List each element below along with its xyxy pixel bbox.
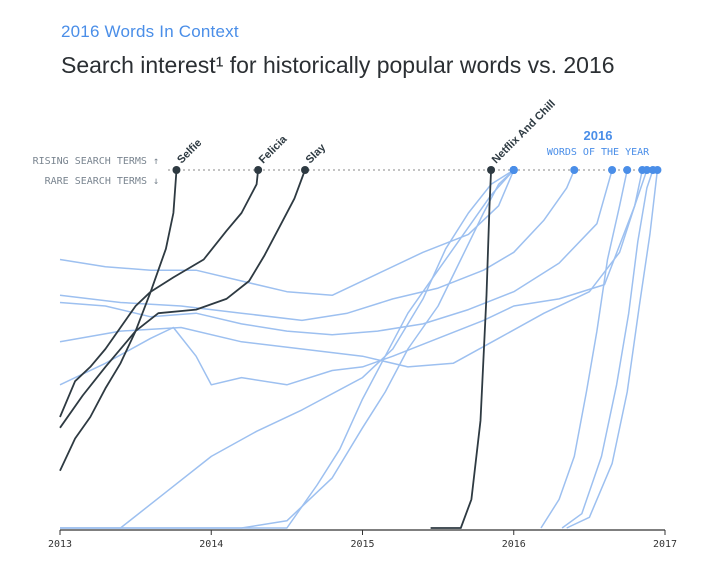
endpoint-dot [254,166,263,174]
x-axis-ticks: 2013 2014 2015 2016 2017 [48,530,677,550]
light-series-group [59,169,659,529]
endpoint-dot [623,166,632,174]
endpoint-dot [172,166,181,174]
x-tick-label: 2014 [199,539,223,550]
series-label: Felicia [257,133,290,166]
series-line-unlabeled-6 [59,169,613,336]
x-tick-label: 2016 [502,539,526,550]
rising-search-label: RISING SEARCH TERMS ↑ [33,156,159,167]
year-annotation: 2016 [584,128,613,143]
endpoint-dot [638,166,647,174]
series-line-unlabeled-11 [60,169,515,529]
series-line-slay [59,169,306,429]
endpoint-dot [653,166,662,174]
endpoint-dot [608,166,617,174]
series-line-unlabeled-14 [566,169,659,529]
series-line-netflix-and-chill [430,169,492,529]
series-label: Slay [304,141,329,166]
series-line-unlabeled-5 [59,169,575,322]
dark-series-group [59,169,492,529]
x-tick-label: 2015 [350,539,374,550]
series-labels: Selfie Felicia Slay Netflix And Chill [175,98,558,166]
x-tick-label: 2013 [48,539,72,550]
chart-subtitle: 2016 Words In Context [61,22,239,41]
endpoint-dot [509,166,518,174]
endpoint-markers [172,166,662,174]
endpoint-dot [570,166,579,174]
series-line-unlabeled-4 [59,169,515,297]
series-line-unlabeled-13 [561,169,654,529]
series-line-unlabeled-12 [540,169,628,529]
endpoint-dot [301,166,310,174]
chart-title: Search interest¹ for historically popula… [61,52,615,78]
endpoint-dot [487,166,496,174]
series-line-unlabeled-8 [59,169,644,368]
series-line-unlabeled-9 [60,169,515,529]
x-tick-label: 2017 [653,539,677,550]
series-line-selfie [59,169,178,472]
series-line-unlabeled-7 [59,169,648,386]
series-label: Selfie [175,137,204,166]
series-line-felicia [59,169,259,418]
rare-search-label: RARE SEARCH TERMS ↓ [45,176,159,187]
year-annotation-sub: WORDS OF THE YEAR [547,147,650,158]
